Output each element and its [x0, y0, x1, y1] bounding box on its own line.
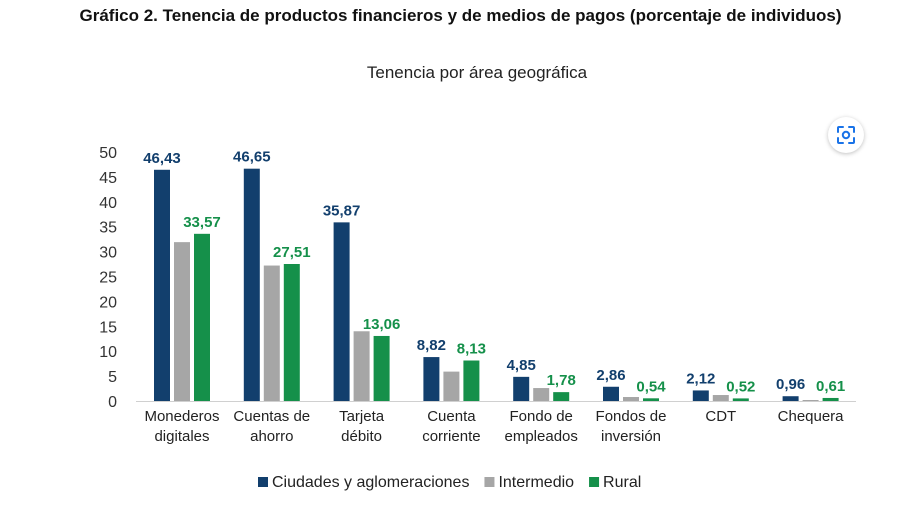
lens-scan-icon — [836, 125, 856, 145]
y-tick-label: 35 — [99, 220, 117, 237]
legend-swatch — [258, 477, 268, 487]
x-tick-label: débito — [341, 428, 382, 445]
legend-label: Intermedio — [498, 474, 574, 491]
bar — [244, 169, 260, 401]
legend-label: Rural — [603, 474, 641, 491]
bar — [423, 357, 439, 401]
bar — [603, 387, 619, 401]
data-label: 2,86 — [596, 367, 625, 384]
data-label: 8,13 — [457, 341, 486, 358]
x-tick-label: ahorro — [250, 428, 293, 445]
bar — [803, 400, 819, 401]
data-label: 46,65 — [233, 149, 271, 166]
legend-label: Ciudades y aglomeraciones — [272, 474, 469, 491]
data-label: 0,96 — [776, 376, 805, 393]
x-tick-label: Tarjeta — [339, 408, 385, 425]
y-tick-label: 40 — [99, 195, 117, 212]
x-tick-label: Chequera — [778, 408, 845, 425]
data-label: 4,85 — [507, 357, 536, 374]
bar — [443, 372, 459, 401]
y-tick-label: 5 — [108, 369, 117, 386]
x-axis: Monederos digitales Cuentas de ahorro Tarjet… — [136, 402, 856, 446]
y-tick-label: 50 — [99, 145, 117, 162]
x-tick-label: inversión — [601, 428, 661, 445]
y-tick-label: 10 — [99, 344, 117, 361]
y-tick-label: 20 — [99, 294, 117, 311]
chart: Tenencia por área geográfica 0 5 10 15 20 25 3… — [0, 0, 921, 528]
data-label: 27,51 — [273, 244, 311, 261]
bar — [623, 397, 639, 401]
bar — [334, 222, 350, 401]
x-tick-label: Monederos — [144, 408, 219, 425]
x-tick-label: Fondos de — [596, 408, 667, 425]
data-label: 33,57 — [183, 214, 221, 231]
bar — [463, 361, 479, 401]
legend: Ciudades y aglomeraciones Intermedio Rural — [258, 474, 641, 491]
data-label: 13,06 — [363, 316, 401, 333]
y-tick-label: 30 — [99, 245, 117, 262]
bar — [194, 234, 210, 401]
chart-title: Tenencia por área geográfica — [367, 63, 588, 82]
data-label: 0,52 — [726, 378, 755, 395]
y-axis: 0 5 10 15 20 25 30 35 40 45 50 — [99, 145, 117, 411]
y-tick-label: 15 — [99, 319, 117, 336]
bar — [693, 390, 709, 401]
bar — [354, 331, 370, 401]
x-tick-label: Cuenta — [427, 408, 476, 425]
data-label: 46,43 — [143, 150, 181, 167]
bar — [284, 264, 300, 401]
y-tick-label: 45 — [99, 170, 117, 187]
bar — [533, 388, 549, 401]
data-label: 0,61 — [816, 378, 845, 395]
lens-button[interactable] — [828, 117, 864, 153]
bar-groups: 46,43 33,57 46,65 27,51 35,87 13,06 8,82 8,13 4,… — [143, 149, 845, 401]
bar — [713, 395, 729, 401]
bar — [553, 392, 569, 401]
y-tick-label: 25 — [99, 270, 117, 287]
data-label: 0,54 — [636, 378, 666, 395]
x-tick-label: Fondo de — [510, 408, 573, 425]
x-tick-label: Cuentas de — [233, 408, 310, 425]
bar — [733, 398, 749, 401]
bar — [513, 377, 529, 401]
bar — [643, 398, 659, 401]
bar — [783, 396, 799, 401]
bar — [823, 398, 839, 401]
x-tick-label: empleados — [505, 428, 578, 445]
bar — [264, 266, 280, 401]
x-tick-label: CDT — [705, 408, 736, 425]
data-label: 2,12 — [686, 370, 715, 387]
bar — [174, 242, 190, 401]
bar — [154, 170, 170, 401]
data-label: 1,78 — [547, 372, 576, 389]
legend-swatch — [589, 477, 599, 487]
data-label: 8,82 — [417, 337, 446, 354]
x-tick-label: corriente — [422, 428, 480, 445]
legend-swatch — [484, 477, 494, 487]
data-label: 35,87 — [323, 202, 361, 219]
x-tick-label: digitales — [154, 428, 209, 445]
bar — [374, 336, 390, 401]
y-tick-label: 0 — [108, 394, 117, 411]
